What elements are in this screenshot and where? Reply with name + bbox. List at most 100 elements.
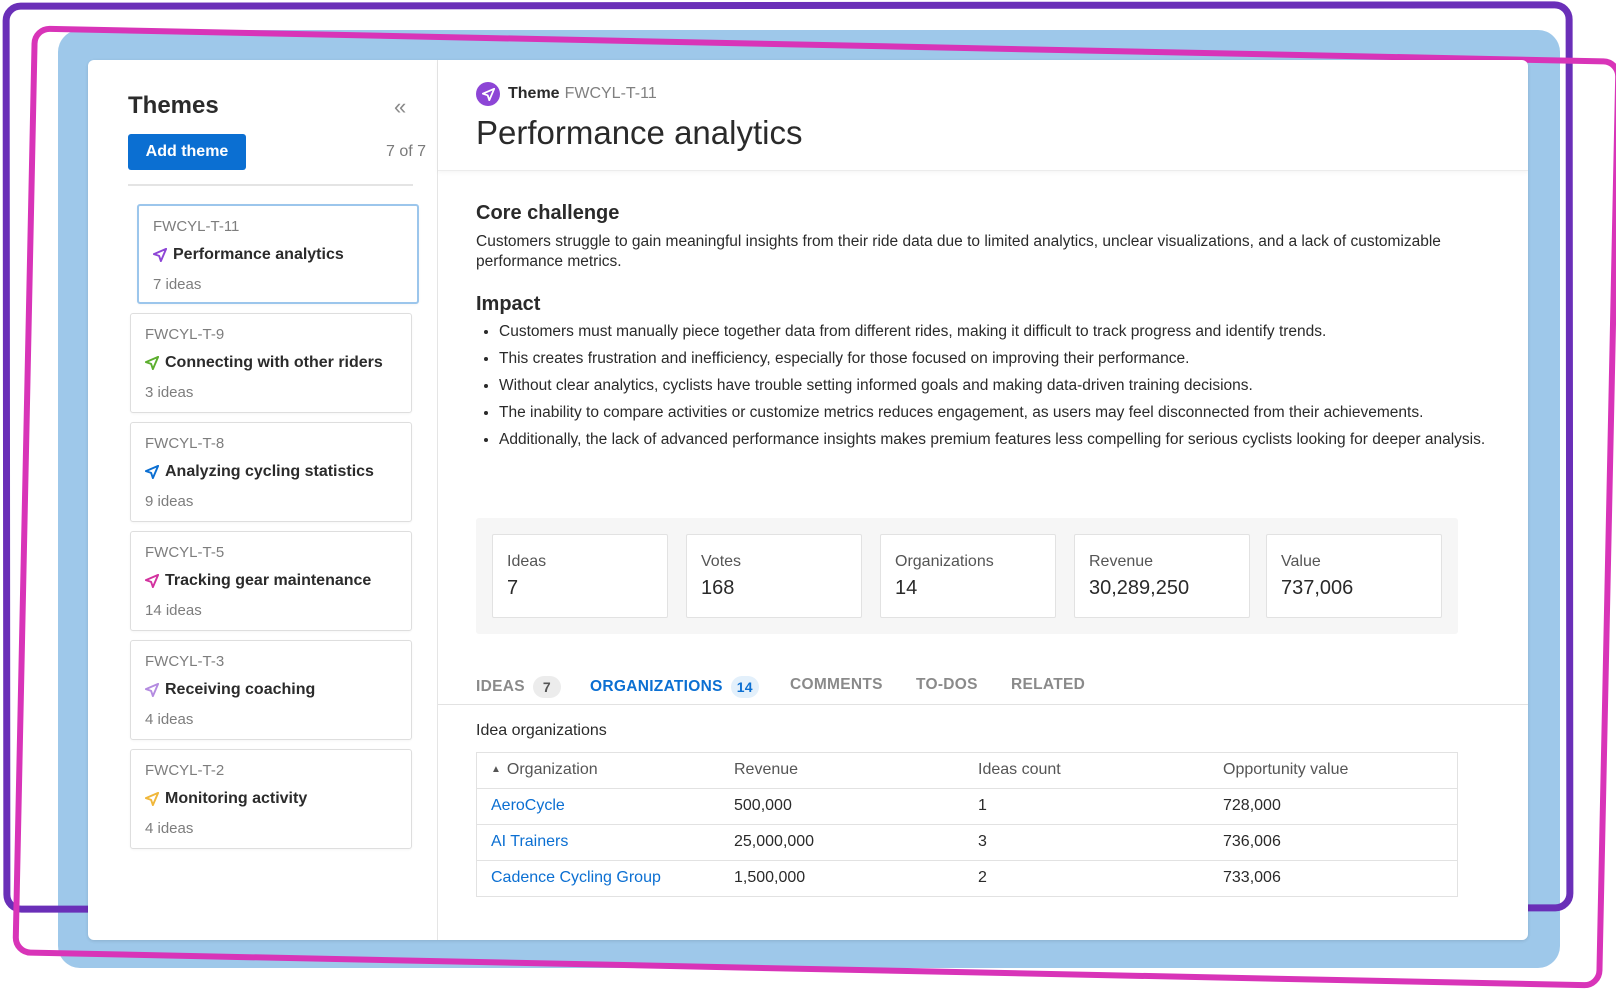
theme-id: FWCYL-T-3 <box>145 653 225 670</box>
metric-label: Value <box>1281 553 1321 570</box>
app-window: Themes « Add theme 7 of 7 FWCYL-T-11 Per… <box>88 60 1528 940</box>
send-icon <box>145 356 159 370</box>
send-icon <box>153 248 167 262</box>
opportunity-value-cell: 733,006 <box>1223 869 1281 886</box>
list-item: Additionally, the lack of advanced perfo… <box>499 430 1499 450</box>
add-theme-button[interactable]: Add theme <box>128 134 246 170</box>
tab-comments[interactable]: COMMENTS <box>790 676 883 694</box>
metric-card-ideas: Ideas 7 <box>492 534 668 618</box>
theme-name-row: Analyzing cycling statistics <box>145 463 374 481</box>
collapse-sidebar-icon[interactable]: « <box>394 94 407 119</box>
core-challenge-text[interactable]: Customers struggle to gain meaningful in… <box>476 233 1441 270</box>
theme-ideas-count: 4 ideas <box>145 820 194 837</box>
send-icon <box>145 792 159 806</box>
theme-card[interactable]: FWCYL-T-3 Receiving coaching 4 ideas <box>130 640 412 740</box>
send-icon <box>145 465 159 479</box>
theme-card[interactable]: FWCYL-T-5 Tracking gear maintenance 14 i… <box>130 531 412 631</box>
detail-tabs: IDEAS 7 ORGANIZATIONS 14 COMMENTS TO-DOS… <box>438 668 1528 705</box>
theme-id: FWCYL-T-5 <box>145 544 225 561</box>
organization-link[interactable]: AI Trainers <box>491 833 569 850</box>
theme-name-row: Connecting with other riders <box>145 354 383 372</box>
theme-ideas-count: 4 ideas <box>145 711 194 728</box>
metric-label: Revenue <box>1089 553 1154 570</box>
tab-label: ORGANIZATIONS <box>590 678 723 695</box>
theme-name-row: Receiving coaching <box>145 681 315 699</box>
ideas-count-header[interactable]: Ideas count <box>978 761 1061 778</box>
metric-card-votes: Votes 168 <box>686 534 862 618</box>
tab-label: IDEAS <box>476 678 525 695</box>
sort-organization-header[interactable]: ▲ Organization <box>491 761 598 778</box>
organizations-table: ▲ Organization Revenue Ideas count Opport… <box>476 752 1458 897</box>
theme-type-icon <box>476 82 500 106</box>
breadcrumb-label: Theme <box>508 85 560 102</box>
revenue-cell: 1,500,000 <box>734 869 806 886</box>
tab-organizations[interactable]: ORGANIZATIONS 14 <box>590 676 759 698</box>
metric-card-organizations: Organizations 14 <box>880 534 1056 618</box>
tab-ideas[interactable]: IDEAS 7 <box>476 676 561 698</box>
theme-card[interactable]: FWCYL-T-11 Performance analytics 7 ideas <box>137 204 419 304</box>
tab-label: COMMENTS <box>790 676 883 693</box>
organization-link[interactable]: Cadence Cycling Group <box>491 869 661 886</box>
theme-name: Performance analytics <box>173 246 344 263</box>
theme-ideas-count: 14 ideas <box>145 602 202 619</box>
impact-list[interactable]: Customers must manually piece together d… <box>476 322 1499 457</box>
metrics-panel: Ideas 7 Votes 168 Organizations 14 Reven… <box>476 518 1458 634</box>
opportunity-value-cell: 736,006 <box>1223 833 1281 850</box>
metric-value: 7 <box>507 577 519 599</box>
theme-name: Receiving coaching <box>165 681 316 698</box>
table-row: AI Trainers 25,000,000 3 736,006 <box>477 825 1457 861</box>
theme-card[interactable]: FWCYL-T-8 Analyzing cycling statistics 9… <box>130 422 412 522</box>
theme-ideas-count: 7 ideas <box>153 276 202 293</box>
theme-name-row: Performance analytics <box>153 246 344 264</box>
tab-to-dos[interactable]: TO-DOS <box>916 676 978 694</box>
list-item: Customers must manually piece together d… <box>499 322 1499 342</box>
theme-id: FWCYL-T-8 <box>145 435 225 452</box>
theme-id: FWCYL-T-9 <box>145 326 225 343</box>
send-icon <box>145 683 159 697</box>
theme-name: Tracking gear maintenance <box>165 572 372 589</box>
metric-label: Votes <box>701 553 742 570</box>
opportunity-value-header[interactable]: Opportunity value <box>1223 761 1349 778</box>
theme-name-row: Tracking gear maintenance <box>145 572 371 590</box>
metric-value: 168 <box>701 577 735 599</box>
ideas-count-cell: 2 <box>978 869 987 886</box>
core-challenge-heading: Core challenge <box>476 202 620 224</box>
theme-name: Monitoring activity <box>165 790 308 807</box>
revenue-cell: 500,000 <box>734 797 792 814</box>
theme-name: Analyzing cycling statistics <box>165 463 374 480</box>
themes-sidebar: Themes « Add theme 7 of 7 FWCYL-T-11 Per… <box>88 60 438 940</box>
list-item: This creates frustration and inefficienc… <box>499 349 1499 369</box>
theme-detail: Theme FWCYL-T-11 Performance analytics C… <box>438 60 1528 940</box>
theme-card[interactable]: FWCYL-T-2 Monitoring activity 4 ideas <box>130 749 412 849</box>
page-title[interactable]: Performance analytics <box>476 114 803 151</box>
metric-label: Ideas <box>507 553 547 570</box>
theme-ideas-count: 9 ideas <box>145 493 194 510</box>
tab-badge: 14 <box>730 676 759 698</box>
revenue-header[interactable]: Revenue <box>734 761 799 778</box>
tab-label: TO-DOS <box>916 676 978 693</box>
metric-value: 14 <box>895 577 918 599</box>
tab-related[interactable]: RELATED <box>1011 676 1085 694</box>
table-header-row: ▲ Organization Revenue Ideas count Opport… <box>477 753 1457 789</box>
ideas-count-cell: 1 <box>978 797 987 814</box>
tab-label: RELATED <box>1011 676 1086 693</box>
table-row: AeroCycle 500,000 1 728,000 <box>477 789 1457 825</box>
metric-card-value: Value 737,006 <box>1266 534 1442 618</box>
tab-badge: 7 <box>532 676 561 698</box>
table-caption: Idea organizations <box>476 722 607 739</box>
sidebar-divider <box>128 184 413 186</box>
organization-link[interactable]: AeroCycle <box>491 797 565 814</box>
table-row: Cadence Cycling Group 1,500,000 2 733,00… <box>477 861 1457 897</box>
metric-value: 737,006 <box>1281 577 1354 599</box>
opportunity-value-cell: 728,000 <box>1223 797 1281 814</box>
ideas-count-cell: 3 <box>978 833 987 850</box>
theme-card[interactable]: FWCYL-T-9 Connecting with other riders 3… <box>130 313 412 413</box>
theme-id: FWCYL-T-11 <box>153 218 240 235</box>
theme-name-row: Monitoring activity <box>145 790 307 808</box>
detail-header: Theme FWCYL-T-11 Performance analytics <box>438 60 1528 171</box>
theme-name: Connecting with other riders <box>165 354 383 371</box>
sidebar-title: Themes <box>128 92 219 119</box>
send-icon <box>145 574 159 588</box>
metric-value: 30,289,250 <box>1089 577 1190 599</box>
breadcrumb: Theme FWCYL-T-11 <box>476 82 657 106</box>
